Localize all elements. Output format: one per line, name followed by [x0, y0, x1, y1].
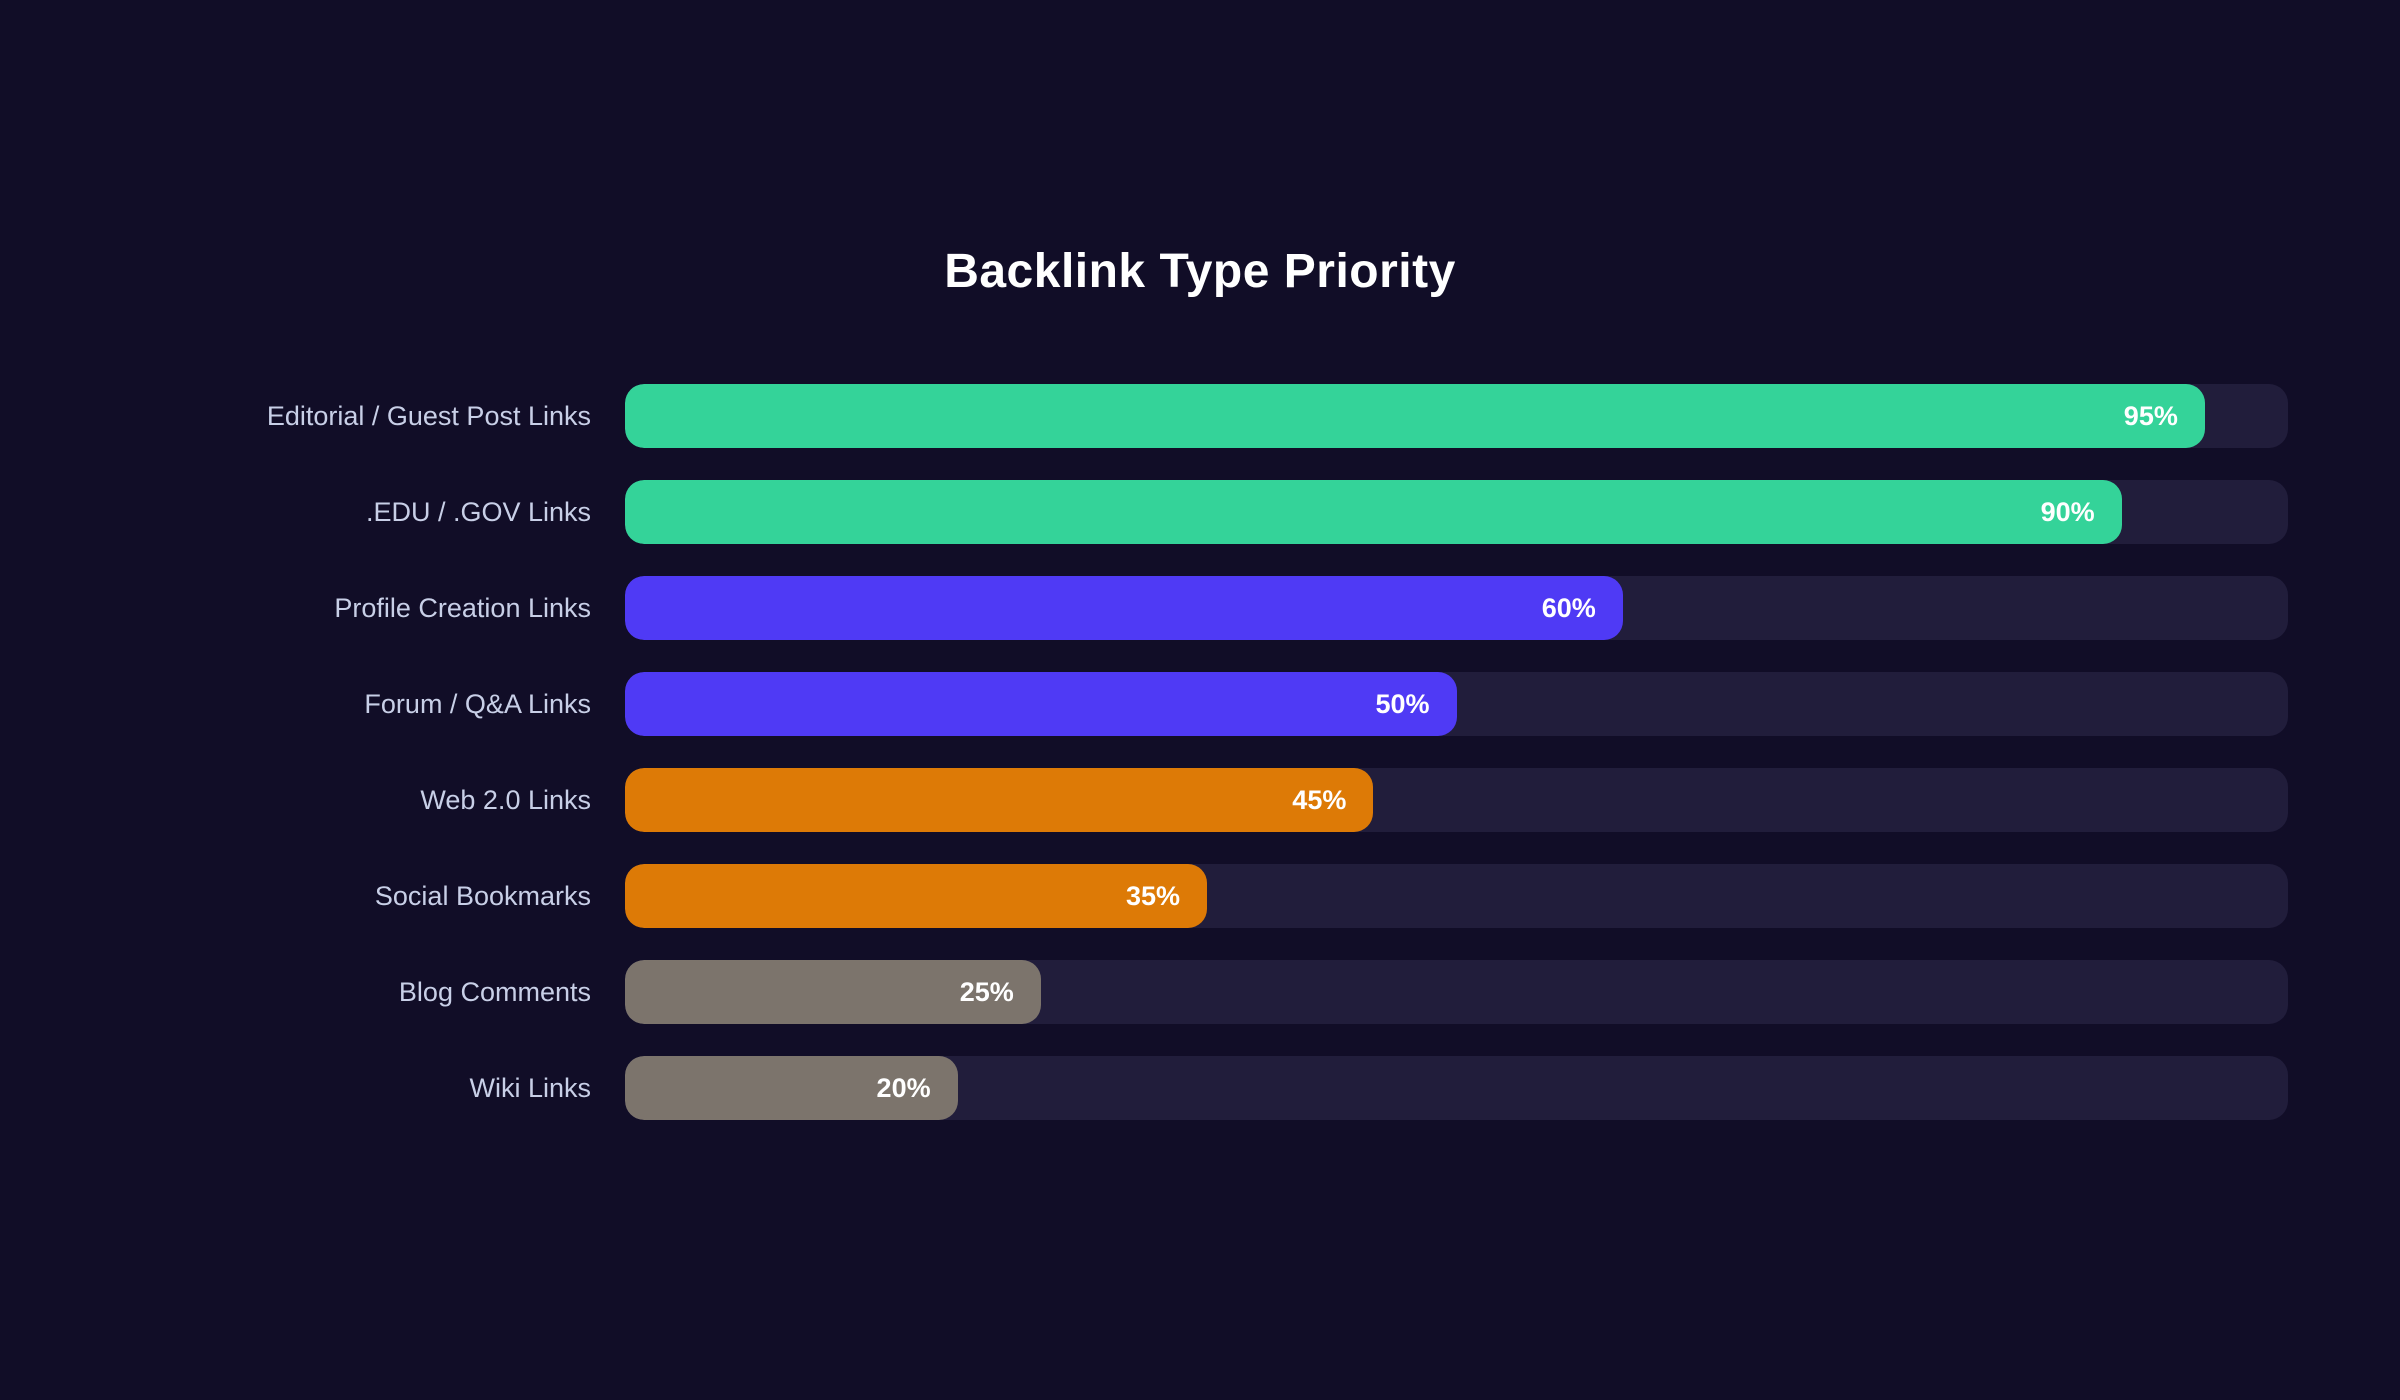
chart-row: Web 2.0 Links 45% [0, 768, 2400, 832]
bar-track: 90% [625, 480, 2288, 544]
bar-label: Wiki Links [469, 1072, 591, 1103]
bar-track: 50% [625, 672, 2288, 736]
bar-track: 95% [625, 384, 2288, 448]
chart-row: Blog Comments 25% [0, 960, 2400, 1024]
chart-row: Editorial / Guest Post Links 95% [0, 384, 2400, 448]
chart-row: .EDU / .GOV Links 90% [0, 480, 2400, 544]
bar-track: 45% [625, 768, 2288, 832]
bar-value: 90% [2040, 496, 2095, 527]
bar-value: 95% [2123, 400, 2178, 431]
chart-row: Social Bookmarks 35% [0, 864, 2400, 928]
bar-fill: 50% [625, 672, 1457, 736]
bar-track: 60% [625, 576, 2288, 640]
bar-fill: 20% [625, 1056, 958, 1120]
bar-label: Blog Comments [398, 976, 591, 1007]
bar-label: Forum / Q&A Links [364, 688, 591, 719]
chart-row: Wiki Links 20% [0, 1056, 2400, 1120]
bar-label: Web 2.0 Links [420, 784, 591, 815]
bar-track: 35% [625, 864, 2288, 928]
bar-fill: 45% [625, 768, 1374, 832]
bar-label: .EDU / .GOV Links [365, 496, 591, 527]
bar-value: 20% [876, 1072, 931, 1103]
chart-row: Forum / Q&A Links 50% [0, 672, 2400, 736]
bar-label: Social Bookmarks [374, 880, 591, 911]
bar-fill: 60% [625, 576, 1623, 640]
bar-track: 20% [625, 1056, 2288, 1120]
bar-value: 45% [1292, 784, 1347, 815]
bar-fill: 35% [625, 864, 1208, 928]
bar-track: 25% [625, 960, 2288, 1024]
bar-chart: Editorial / Guest Post Links 95% .EDU / .G… [0, 384, 2400, 1152]
bar-label: Profile Creation Links [334, 592, 591, 623]
bar-label: Editorial / Guest Post Links [266, 400, 591, 431]
bar-value: 50% [1375, 688, 1430, 719]
bar-fill: 95% [625, 384, 2205, 448]
chart-title: Backlink Type Priority [944, 245, 1456, 298]
bar-value: 35% [1126, 880, 1181, 911]
chart-row: Profile Creation Links 60% [0, 576, 2400, 640]
bar-fill: 90% [625, 480, 2122, 544]
bar-value: 25% [959, 976, 1014, 1007]
bar-fill: 25% [625, 960, 1041, 1024]
bar-value: 60% [1541, 592, 1596, 623]
